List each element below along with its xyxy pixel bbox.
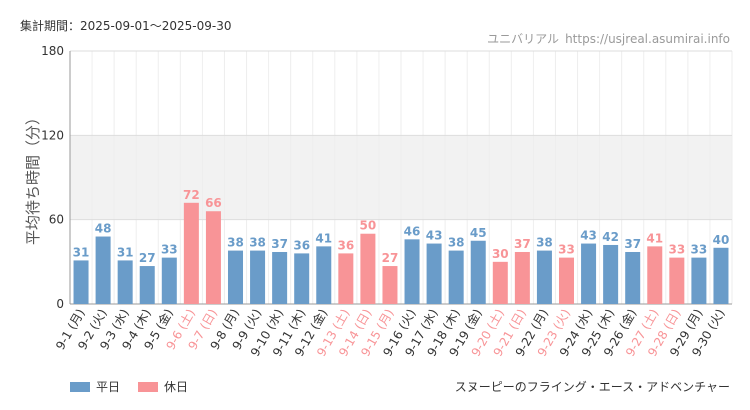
data-label: 40 [713, 233, 730, 247]
bar-weekday[interactable] [470, 240, 486, 304]
bar-weekday[interactable] [316, 246, 332, 304]
y-tick-label: 60 [49, 213, 64, 227]
site-url[interactable]: https://usjreal.asumirai.info [565, 32, 730, 46]
bar-weekday[interactable] [581, 243, 597, 304]
data-label: 38 [448, 236, 465, 250]
bar-holiday[interactable] [492, 261, 508, 304]
bar-holiday[interactable] [647, 246, 663, 304]
bar-weekday[interactable] [294, 253, 310, 304]
bar-holiday[interactable] [669, 257, 685, 304]
bar-holiday[interactable] [183, 202, 199, 304]
legend-item-weekday[interactable]: 平日 [70, 378, 120, 395]
data-label: 36 [293, 238, 310, 252]
data-label: 42 [602, 230, 619, 244]
data-label: 48 [95, 222, 112, 236]
data-label: 45 [470, 226, 487, 240]
data-label: 33 [668, 243, 685, 257]
bar-weekday[interactable] [625, 251, 641, 304]
data-label: 43 [426, 229, 443, 243]
y-tick-label: 180 [41, 44, 64, 58]
bar-weekday[interactable] [250, 250, 266, 304]
data-label: 66 [205, 196, 222, 210]
bar-weekday[interactable] [691, 257, 707, 304]
data-label: 37 [514, 237, 531, 251]
bar-holiday[interactable] [360, 233, 376, 304]
bar-weekday[interactable] [713, 247, 729, 304]
bar-weekday[interactable] [272, 251, 288, 304]
data-label: 27 [139, 251, 156, 265]
data-label: 33 [161, 243, 178, 257]
legend-swatch-weekday [70, 381, 90, 392]
data-label: 37 [624, 237, 641, 251]
bar-weekday[interactable] [73, 260, 89, 304]
bar-weekday[interactable] [603, 244, 619, 304]
bar-holiday[interactable] [514, 251, 530, 304]
data-label: 38 [536, 236, 553, 250]
attraction-name: スヌーピーのフライング・エース・アドベンチャー [454, 380, 730, 394]
data-label: 41 [646, 231, 663, 245]
source-credit[interactable]: ユニバリアル https://usjreal.asumirai.info [487, 30, 730, 47]
period-label: 集計期間：2025-09-01～2025-09-30 [20, 19, 232, 33]
bar-weekday[interactable] [161, 257, 177, 304]
bar-weekday[interactable] [95, 236, 111, 304]
legend: 平日 休日 [70, 378, 206, 395]
data-label: 27 [382, 251, 399, 265]
data-label: 50 [360, 219, 377, 233]
data-label: 72 [183, 188, 200, 202]
data-label: 38 [227, 236, 244, 250]
data-label: 43 [580, 229, 597, 243]
data-label: 30 [492, 247, 509, 261]
bar-holiday[interactable] [338, 253, 354, 304]
site-name: ユニバリアル [487, 32, 560, 46]
bar-weekday[interactable] [448, 250, 464, 304]
data-label: 36 [337, 238, 354, 252]
bar-holiday[interactable] [205, 211, 221, 304]
bar-weekday[interactable] [536, 250, 552, 304]
bar-weekday[interactable] [404, 239, 420, 304]
data-label: 31 [73, 245, 90, 259]
y-tick-label: 120 [41, 128, 64, 142]
data-label: 41 [315, 231, 332, 245]
legend-item-holiday[interactable]: 休日 [138, 378, 188, 395]
data-label: 37 [271, 237, 288, 251]
data-label: 38 [249, 236, 266, 250]
y-tick-label: 0 [56, 297, 64, 311]
data-label: 31 [117, 245, 134, 259]
bar-weekday[interactable] [117, 260, 133, 304]
legend-swatch-holiday [138, 381, 159, 392]
data-label: 46 [404, 224, 421, 238]
bar-weekday[interactable] [139, 266, 155, 304]
bar-weekday[interactable] [227, 250, 244, 304]
bar-holiday[interactable] [382, 266, 398, 304]
y-axis-title: 平均待ち時間（分） [24, 110, 42, 245]
bar-weekday[interactable] [426, 243, 442, 304]
legend-label-weekday: 平日 [96, 380, 121, 394]
legend-label-holiday: 休日 [164, 380, 189, 394]
bar-holiday[interactable] [558, 257, 575, 304]
data-label: 33 [691, 243, 708, 257]
data-label: 33 [558, 243, 575, 257]
